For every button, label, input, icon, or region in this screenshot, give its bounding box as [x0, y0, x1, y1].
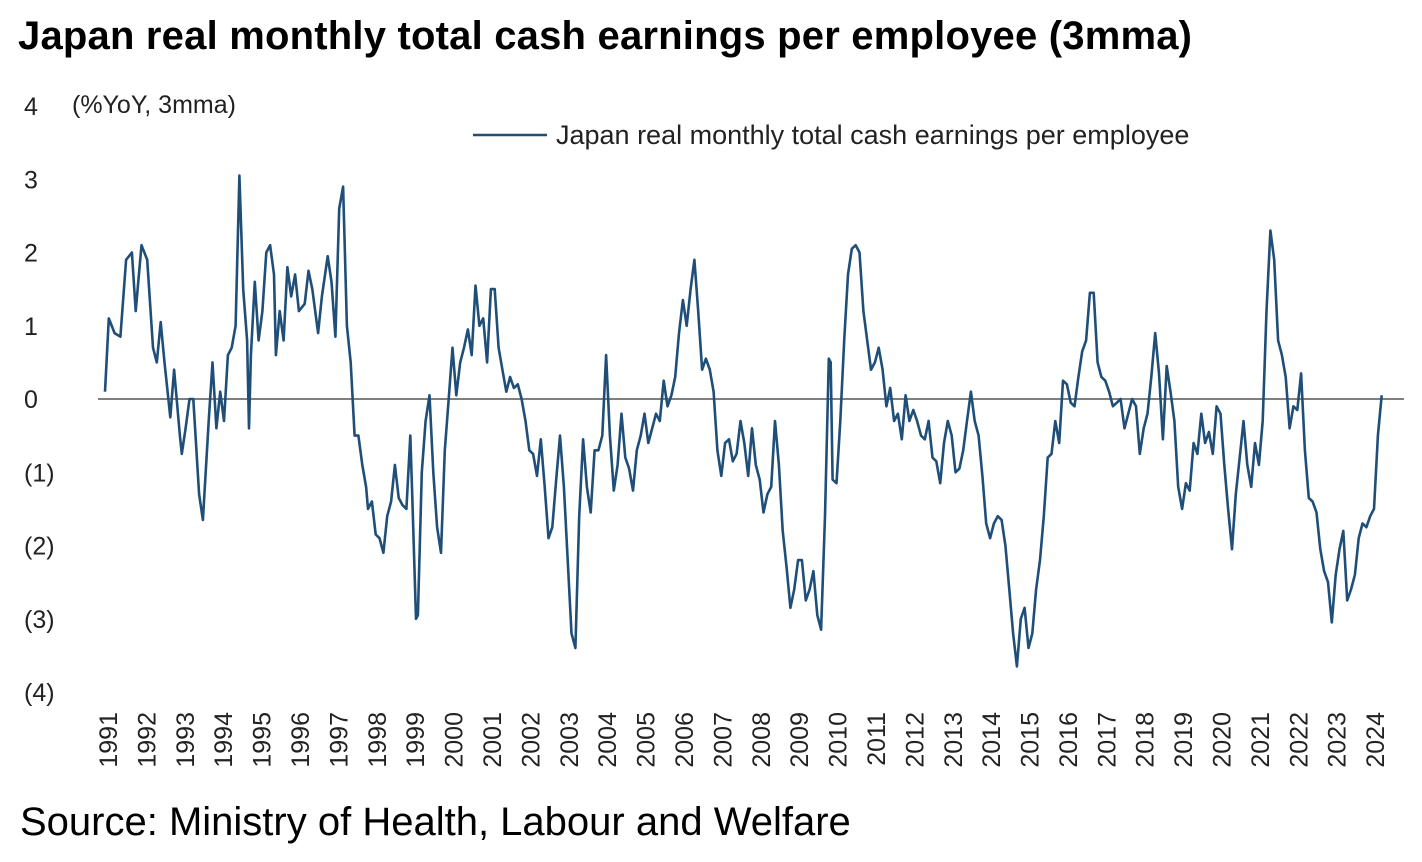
x-tick-label: 2011: [863, 712, 891, 766]
y-tick-label: 1: [24, 313, 38, 341]
x-tick-label: 1992: [133, 712, 161, 768]
x-tick-label: 2009: [786, 712, 814, 768]
x-tick-label: 2023: [1324, 712, 1352, 768]
legend-label: Japan real monthly total cash earnings p…: [556, 120, 1189, 150]
x-tick-label: 2015: [1017, 712, 1045, 768]
y-tick-label: (1): [24, 459, 55, 487]
x-tick-label: 2024: [1362, 712, 1390, 768]
source-note: Source: Ministry of Health, Labour and W…: [20, 800, 851, 844]
x-tick-label: 1991: [95, 712, 123, 768]
x-tick-label: 2020: [1209, 712, 1237, 768]
y-tick-label: 3: [24, 166, 38, 194]
x-tick-label: 2022: [1285, 712, 1313, 768]
x-tick-label: 2014: [978, 712, 1006, 768]
x-tick-label: 2021: [1247, 712, 1275, 768]
x-tick-label: 2008: [748, 712, 776, 768]
x-tick-label: 1994: [210, 712, 238, 768]
chart-title: Japan real monthly total cash earnings p…: [18, 14, 1193, 58]
y-tick-label: 0: [24, 386, 38, 414]
x-tick-label: 1996: [287, 712, 315, 768]
x-axis: 1991 1992 1993 1994 1995 1996 1997 1998 1999 2000…: [95, 712, 1390, 768]
x-tick-label: 2010: [825, 712, 853, 768]
y-tick-label: (2): [24, 533, 55, 561]
x-tick-label: 2002: [517, 712, 545, 768]
x-tick-label: 1995: [249, 712, 277, 768]
x-tick-label: 2012: [901, 712, 929, 768]
y-tick-label: (3): [24, 606, 55, 634]
x-tick-label: 1998: [364, 712, 392, 768]
x-tick-label: 2017: [1093, 712, 1121, 768]
y-tick-label: (4): [24, 679, 55, 707]
x-tick-label: 2018: [1132, 712, 1160, 768]
x-tick-label: 1999: [402, 712, 430, 768]
x-tick-label: 2007: [709, 712, 737, 768]
x-tick-label: 2006: [671, 712, 699, 768]
x-tick-label: 2001: [479, 712, 507, 768]
x-tick-label: 2000: [441, 712, 469, 768]
x-tick-label: 2019: [1170, 712, 1198, 768]
y-tick-label: 2: [24, 240, 38, 268]
y-axis: 4 3 2 1 0 (1) (2) (3) (4): [24, 93, 55, 707]
x-tick-label: 2003: [556, 712, 584, 768]
x-tick-label: 2005: [633, 712, 661, 768]
y-axis-unit-label: (%YoY, 3mma): [72, 91, 236, 119]
legend: Japan real monthly total cash earnings p…: [473, 120, 1189, 150]
y-tick-label: 4: [24, 93, 38, 121]
x-tick-label: 2004: [594, 712, 622, 768]
x-tick-label: 2013: [940, 712, 968, 768]
x-tick-label: 1993: [172, 712, 200, 768]
x-tick-label: 2016: [1055, 712, 1083, 768]
series-line-real-cash-earnings: [103, 174, 1383, 668]
x-tick-label: 1997: [325, 712, 353, 768]
line-chart: (%YoY, 3mma) Japan real monthly total ca…: [24, 91, 1404, 768]
